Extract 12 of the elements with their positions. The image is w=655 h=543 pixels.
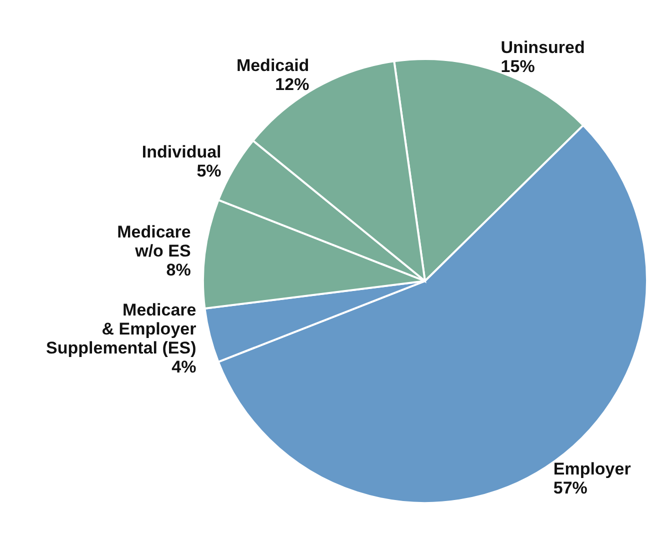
data-label: 5% xyxy=(196,161,222,180)
slice-label: Employer xyxy=(553,460,632,479)
data-label: 8% xyxy=(166,260,191,280)
slice-label: Individual xyxy=(142,142,222,162)
slice-label: Medicaid xyxy=(236,56,310,75)
slice-label: Uninsured xyxy=(500,38,585,57)
data-label: 15% xyxy=(500,57,535,76)
data-label: 12% xyxy=(275,74,310,94)
data-label: 4% xyxy=(172,358,196,377)
slice-label: Medicare & Employer Supplemental (ES) xyxy=(46,300,197,358)
data-label: 57% xyxy=(553,478,588,498)
slice-label: Medicare w/o ES xyxy=(117,222,191,261)
